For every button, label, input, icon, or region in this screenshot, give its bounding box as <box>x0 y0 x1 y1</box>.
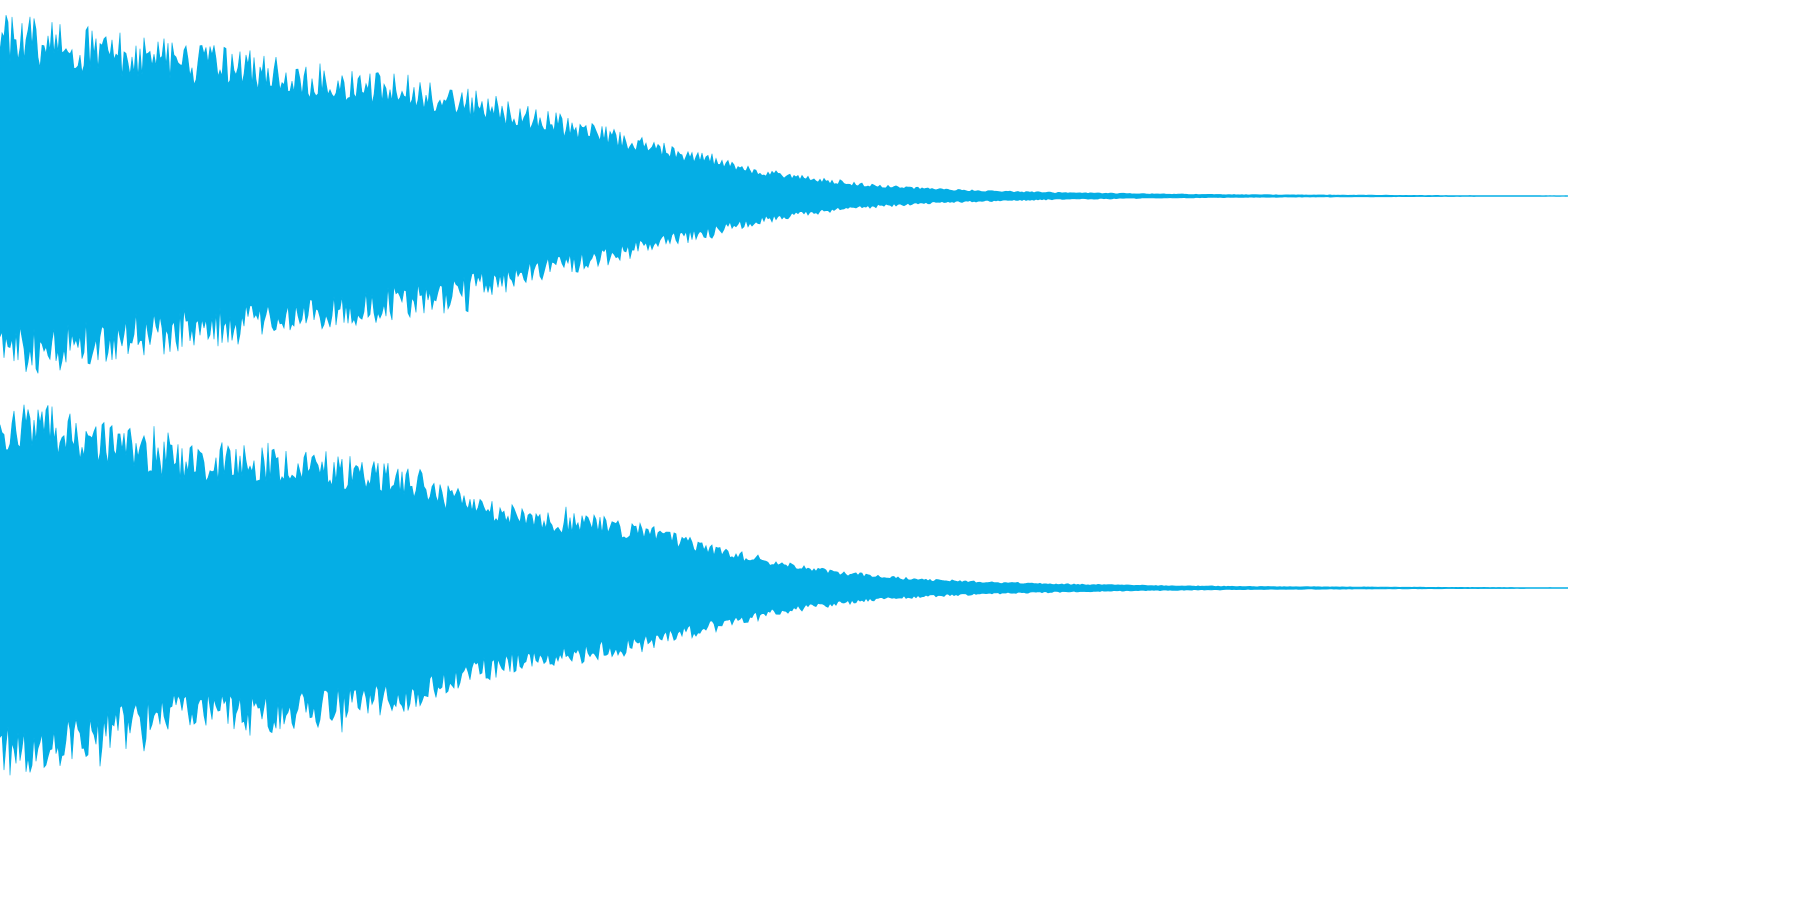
channel-1-waveform <box>0 15 1568 374</box>
channel-2-waveform <box>0 404 1568 776</box>
channel-2-envelope <box>0 404 1568 776</box>
waveform-display[interactable] <box>0 0 1568 784</box>
waveform-view[interactable] <box>0 0 1568 784</box>
channel-1-envelope <box>0 15 1568 374</box>
